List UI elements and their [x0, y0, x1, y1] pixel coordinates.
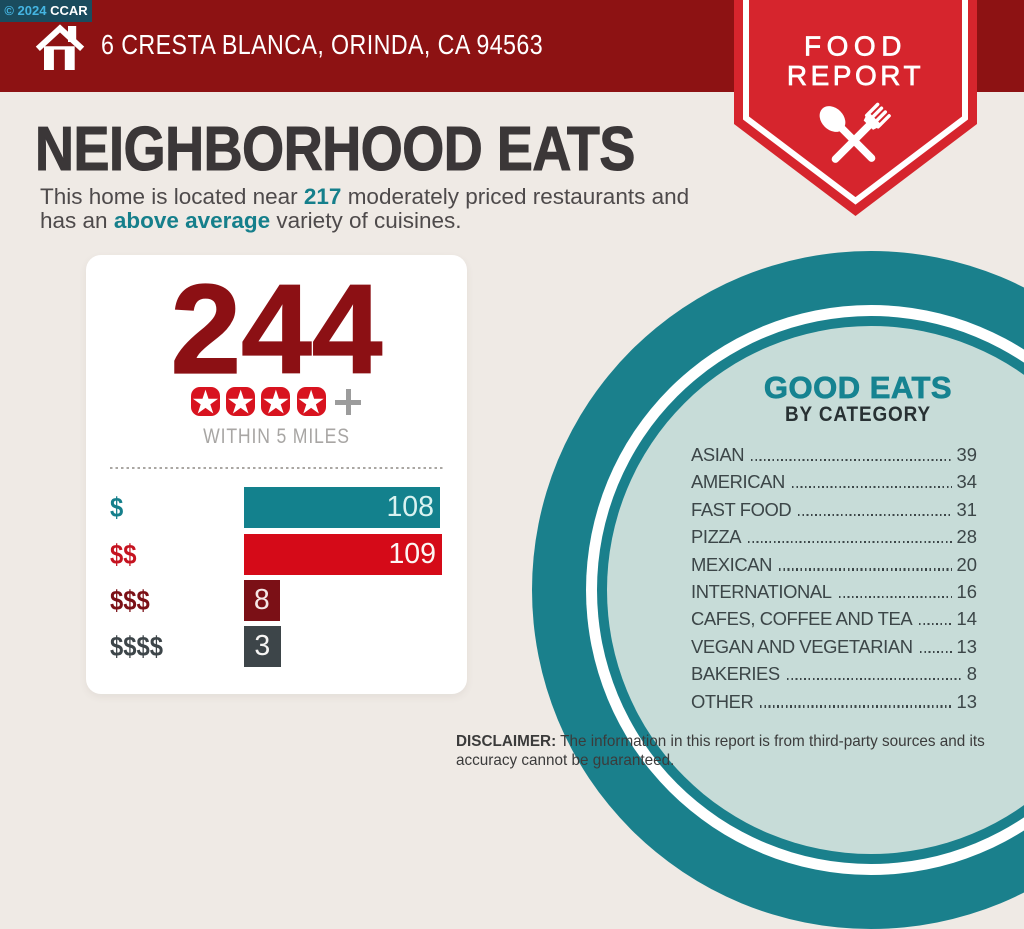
svg-text:REPORT: REPORT [787, 60, 924, 91]
svg-text:FOOD: FOOD [804, 31, 907, 62]
